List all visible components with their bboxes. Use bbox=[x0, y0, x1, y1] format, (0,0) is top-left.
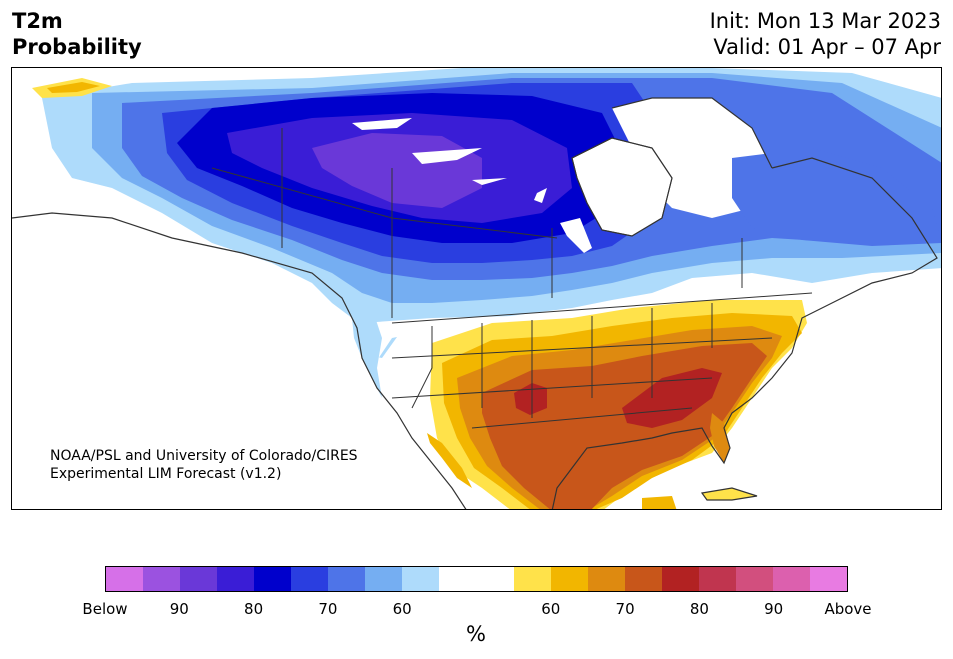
east-canada-medium bbox=[732, 148, 941, 246]
title-line-2: Probability bbox=[12, 35, 142, 59]
political-borders bbox=[211, 128, 813, 429]
colorbar-segment bbox=[698, 567, 736, 591]
probability-map: NOAA/PSL and University of Colorado/CIRE… bbox=[11, 67, 942, 510]
colorbar-segment bbox=[476, 567, 514, 591]
lake-3 bbox=[472, 178, 507, 185]
probability-colorbar bbox=[105, 566, 848, 592]
colorbar-segment bbox=[772, 567, 810, 591]
florida-warm bbox=[710, 413, 730, 463]
colorbar-segment bbox=[661, 567, 699, 591]
very-hot-core-east bbox=[622, 368, 722, 428]
colorbar-segment bbox=[587, 567, 625, 591]
colorbar-tick-label: 90 bbox=[764, 600, 784, 618]
colorbar-segment bbox=[624, 567, 662, 591]
colorbar-segment bbox=[291, 567, 329, 591]
colorbar-tick-label: Below bbox=[82, 600, 128, 618]
lake-2 bbox=[412, 148, 482, 164]
credit-line-2: Experimental LIM Forecast (v1.2) bbox=[50, 466, 282, 482]
colorbar-tick-label: 80 bbox=[689, 600, 709, 618]
colorbar-tick-label: 90 bbox=[169, 600, 189, 618]
west-coast-blue bbox=[352, 308, 382, 398]
colorbar-tick-label: 70 bbox=[615, 600, 635, 618]
colorbar-segment bbox=[550, 567, 588, 591]
colorbar-tick-label: 80 bbox=[244, 600, 264, 618]
colorbar-segment bbox=[143, 567, 181, 591]
colorbar-tick-label: 70 bbox=[318, 600, 338, 618]
lake-4 bbox=[534, 188, 547, 203]
colorbar-segment bbox=[328, 567, 366, 591]
colorbar-unit: % bbox=[466, 622, 486, 646]
valid-range: Valid: 01 Apr – 07 Apr bbox=[713, 35, 941, 59]
colorbar-segment bbox=[217, 567, 255, 591]
colorbar-segment bbox=[106, 567, 144, 591]
very-hot-core-west bbox=[514, 383, 547, 415]
alaska-warm-core bbox=[47, 82, 100, 93]
colorbar-segment bbox=[254, 567, 292, 591]
colorbar-segment bbox=[809, 567, 847, 591]
credit-line-1: NOAA/PSL and University of Colorado/CIRE… bbox=[50, 448, 358, 464]
lake-1 bbox=[352, 118, 412, 130]
colorbar-tick-label: 60 bbox=[541, 600, 561, 618]
colorbar-segment bbox=[513, 567, 551, 591]
map-svg bbox=[12, 68, 941, 509]
colorbar-segment bbox=[180, 567, 218, 591]
colorbar-segment bbox=[402, 567, 440, 591]
colorbar-segment bbox=[439, 567, 477, 591]
map-title: T2m Probability bbox=[12, 8, 142, 60]
colorbar-segment bbox=[365, 567, 403, 591]
map-credit: NOAA/PSL and University of Colorado/CIRE… bbox=[50, 447, 358, 483]
colorbar-segment bbox=[735, 567, 773, 591]
forecast-info: Init: Mon 13 Mar 2023 Valid: 01 Apr – 07… bbox=[710, 8, 941, 60]
lake-5 bbox=[560, 218, 592, 253]
title-line-1: T2m bbox=[12, 9, 63, 33]
baja-warm bbox=[427, 433, 472, 488]
init-date: Init: Mon 13 Mar 2023 bbox=[709, 9, 941, 33]
coastlines bbox=[12, 97, 938, 509]
colorbar-tick-label: 60 bbox=[392, 600, 412, 618]
yucatan-warm bbox=[642, 496, 677, 509]
colorbar-tick-label: Above bbox=[824, 600, 872, 618]
